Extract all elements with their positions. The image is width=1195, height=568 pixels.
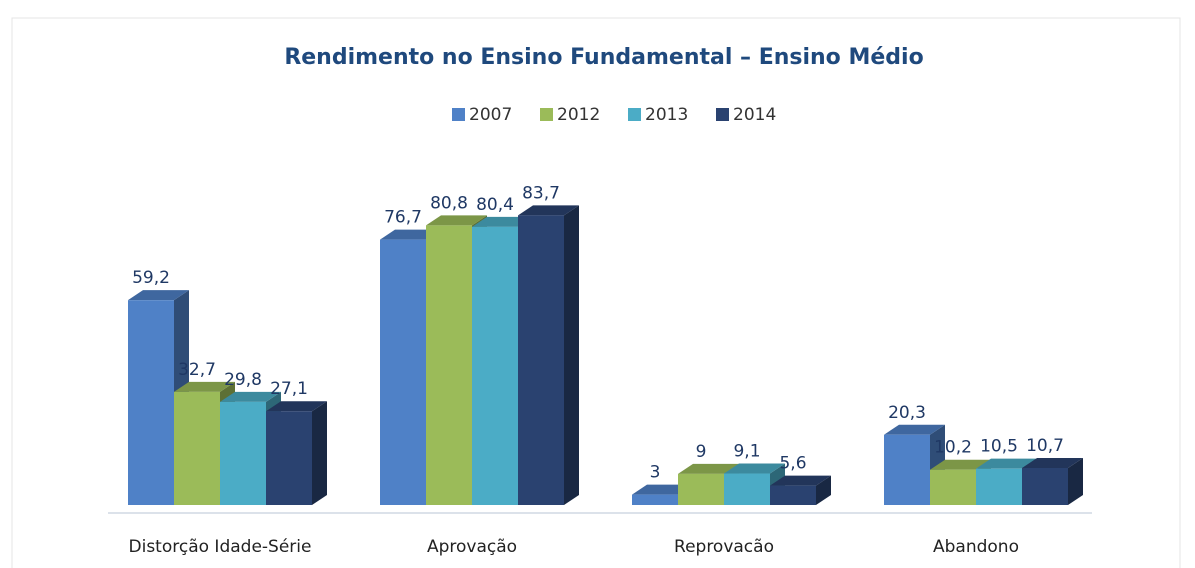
legend-swatch <box>716 108 729 121</box>
legend-label: 2013 <box>645 105 688 125</box>
data-label: 80,8 <box>430 193 468 213</box>
bar-top <box>426 215 487 226</box>
data-label: 32,7 <box>178 360 216 380</box>
bar-side <box>564 205 579 505</box>
bar <box>770 485 816 505</box>
x-tick-label: Distorção Idade-Série <box>129 537 312 557</box>
bar-side <box>312 401 327 505</box>
data-label: 27,1 <box>270 379 308 399</box>
bar <box>976 468 1022 505</box>
data-label: 83,7 <box>522 183 560 203</box>
bar <box>930 469 976 505</box>
bar-top <box>266 401 327 412</box>
bar-top <box>174 381 235 392</box>
bar <box>220 401 266 505</box>
legend-swatch <box>540 108 553 121</box>
x-tick-label: Abandono <box>933 537 1019 557</box>
chart-title: Rendimento no Ensino Fundamental – Ensin… <box>284 45 923 70</box>
bar-top <box>678 463 739 474</box>
x-tick-label: Aprovação <box>427 537 517 557</box>
legend-label: 2014 <box>733 105 776 125</box>
bar <box>884 434 930 505</box>
bar-side <box>816 475 831 505</box>
bar <box>128 300 174 505</box>
data-label: 10,2 <box>934 438 972 458</box>
bar-top <box>724 463 785 474</box>
bar-top <box>930 459 991 470</box>
data-label: 10,5 <box>980 437 1018 457</box>
bar-top <box>770 475 831 486</box>
data-label: 76,7 <box>384 208 422 228</box>
bar-top <box>976 458 1037 469</box>
legend-label: 2007 <box>469 105 512 125</box>
bar <box>266 411 312 505</box>
bar-side <box>1068 457 1083 505</box>
bar-top <box>220 391 281 402</box>
bar <box>174 391 220 505</box>
bar <box>380 239 426 506</box>
bar-top <box>632 484 693 495</box>
legend-swatch <box>628 108 641 121</box>
bar <box>518 215 564 505</box>
bar-top <box>518 205 579 216</box>
data-label: 80,4 <box>476 195 514 215</box>
x-tick-label: Reprovacão <box>674 537 774 557</box>
data-label: 59,2 <box>132 268 170 288</box>
data-label: 5,6 <box>779 454 806 474</box>
chart-border <box>11 17 1181 568</box>
bar <box>472 226 518 506</box>
bar <box>678 473 724 505</box>
data-label: 20,3 <box>888 403 926 423</box>
legend-label: 2012 <box>557 105 600 125</box>
data-label: 29,8 <box>224 370 262 390</box>
bar-top <box>128 290 189 301</box>
data-label: 10,7 <box>1026 436 1064 456</box>
data-label: 9,1 <box>733 442 760 462</box>
bar-top <box>1022 457 1083 468</box>
data-label: 9 <box>696 442 707 462</box>
data-label: 3 <box>650 463 661 483</box>
bar <box>426 225 472 505</box>
bar-top <box>472 216 533 227</box>
bar-top <box>884 424 945 435</box>
bar <box>724 473 770 505</box>
bar <box>632 494 678 505</box>
bar <box>1022 467 1068 505</box>
legend-swatch <box>452 108 465 121</box>
bar-top <box>380 229 441 240</box>
